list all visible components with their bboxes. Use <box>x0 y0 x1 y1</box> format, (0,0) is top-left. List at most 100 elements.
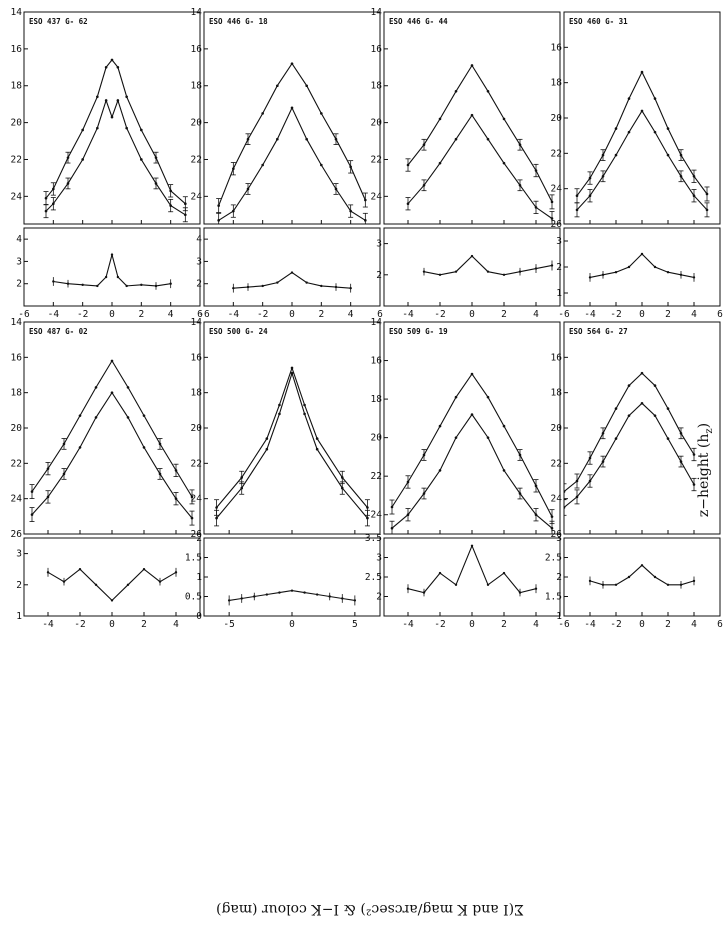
k-band-profile <box>216 366 368 508</box>
colour-tick-label: 2 <box>16 580 22 591</box>
y-tick-label: 16 <box>371 356 383 367</box>
colour-profile <box>589 253 695 278</box>
profile-point <box>110 115 114 119</box>
x-tick-label: -4 <box>402 619 414 630</box>
colour-point <box>261 284 264 288</box>
y-tick-label: 16 <box>371 44 383 55</box>
x-tick-label: 0 <box>639 619 645 630</box>
galaxy-label: ESO 509 G- 19 <box>389 327 448 336</box>
panel-eso-564-g-27: ESO 564 G- 27-6 -4 -2 0 2 4 616182022242611.52… <box>545 321 723 630</box>
colour-tick-label: 3 <box>196 256 202 267</box>
colour-point <box>486 270 490 273</box>
y-tick-label: 22 <box>11 154 22 165</box>
x-tick-label: 0 <box>639 309 645 320</box>
profile-point <box>290 366 294 370</box>
profile-point <box>276 84 279 88</box>
profile-point <box>104 99 108 102</box>
y-tick-label: 20 <box>11 423 23 434</box>
x-tick-label: 4 <box>691 619 697 630</box>
y-tick-label: 16 <box>191 352 203 363</box>
y-axis-title: Σ(I and K mag/arcsec²) & I−K colour (mag… <box>216 901 524 917</box>
y-tick-label: 20 <box>191 118 203 129</box>
colour-tick-label: 0 <box>196 611 202 622</box>
x-tick-label: 0 <box>109 619 115 630</box>
colour-point <box>94 583 98 586</box>
y-tick-label: 26 <box>551 529 563 540</box>
x-tick-label: 6 <box>717 309 723 320</box>
profile-point <box>666 437 670 440</box>
x-tick-label: -2 <box>257 309 268 320</box>
profile-point <box>320 112 323 115</box>
colour-point <box>140 283 143 287</box>
colour-frame <box>563 537 721 617</box>
i-band-profile <box>407 114 553 219</box>
galaxy-label: ESO 564 G- 27 <box>569 327 628 336</box>
profile-point <box>140 128 143 132</box>
y-tick-label: 16 <box>191 44 203 55</box>
colour-point <box>454 583 458 586</box>
x-tick-label: -2 <box>434 619 445 630</box>
y-tick-label: 22 <box>191 154 202 165</box>
profile-point <box>290 371 294 375</box>
colour-point <box>486 583 490 586</box>
profile-point <box>627 414 631 417</box>
profile-point <box>627 384 631 387</box>
profile-point <box>614 407 618 410</box>
profile-point <box>502 117 506 121</box>
profile-point <box>454 436 458 439</box>
y-tick-label: 24 <box>191 494 203 505</box>
colour-frame <box>563 227 721 307</box>
x-tick-label: 4 <box>348 309 354 320</box>
colour-point <box>470 544 474 547</box>
colour-tick-label: 2 <box>556 572 562 583</box>
profile-point <box>116 99 120 102</box>
y-tick-label: 18 <box>371 394 383 405</box>
colour-tick-label: 2.5 <box>545 553 562 564</box>
colour-profile <box>53 252 171 287</box>
profile-point <box>315 437 319 440</box>
colour-point <box>125 284 128 288</box>
profile-point <box>502 424 506 428</box>
colour-point <box>96 284 99 288</box>
colour-point <box>438 273 442 276</box>
y-tick-label: 18 <box>191 388 203 399</box>
profile-point <box>78 446 82 449</box>
profile-point <box>94 386 98 389</box>
profile-point <box>81 158 84 161</box>
y-tick-label: 20 <box>191 423 203 434</box>
profile-point <box>140 158 143 161</box>
profile-point <box>142 414 146 417</box>
profile-point <box>438 424 442 428</box>
colour-tick-label: 0.5 <box>185 592 202 603</box>
colour-tick-label: 3 <box>376 553 382 564</box>
colour-point <box>116 275 120 279</box>
profile-point <box>125 95 128 99</box>
colour-frame <box>383 537 561 617</box>
y-tick-label: 20 <box>551 423 563 434</box>
colour-point <box>126 583 130 586</box>
k-band-profile <box>407 64 553 203</box>
x-tick-label: -6 <box>558 619 570 630</box>
colour-tick-label: 3 <box>16 256 22 267</box>
colour-tick-label: 2 <box>196 279 202 290</box>
y-tick-label: 14 <box>191 7 203 18</box>
colour-frame <box>203 537 381 617</box>
y-tick-label: 24 <box>191 191 203 202</box>
profile-point <box>627 130 631 134</box>
y-tick-label: 18 <box>11 81 23 92</box>
y-tick-label: 20 <box>371 433 383 444</box>
profile-point <box>96 95 99 99</box>
profile-point <box>653 414 657 417</box>
y-tick-label: 14 <box>11 317 23 328</box>
colour-point <box>666 271 670 274</box>
profile-point <box>116 66 120 69</box>
profile-point <box>303 403 306 407</box>
y-tick-label: 16 <box>551 42 563 53</box>
y-tick-label: 18 <box>371 81 383 92</box>
